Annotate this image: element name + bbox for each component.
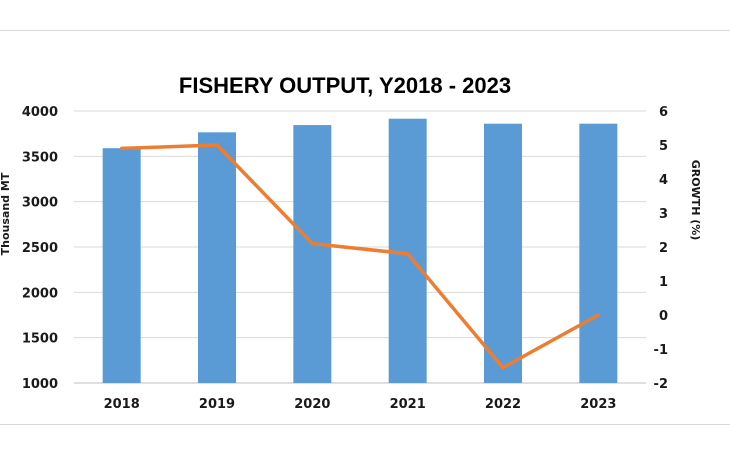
x-axis-ticks: 2018 2019 2020 2021 2022 2023	[104, 397, 617, 412]
right-tick-label: 3	[659, 207, 668, 222]
x-tick-label: 2018	[104, 397, 140, 412]
left-tick-label: 2000	[22, 286, 58, 301]
left-axis-label: Thousand MT	[0, 172, 12, 255]
left-tick-label: 3500	[22, 150, 58, 165]
x-tick-label: 2022	[485, 397, 521, 412]
bar	[198, 132, 236, 383]
left-tick-label: 3000	[22, 196, 58, 211]
x-tick-label: 2019	[199, 397, 235, 412]
bar	[484, 123, 522, 384]
growth-line	[119, 143, 601, 370]
right-axis-label: GROWTH (%)	[689, 160, 702, 241]
right-tick-label: -2	[654, 377, 668, 392]
right-tick-label: 2	[659, 241, 668, 256]
right-tick-label: 6	[659, 105, 668, 120]
chart-title: FISHERY OUTPUT, Y2018 - 2023	[179, 73, 511, 98]
bar	[579, 123, 618, 384]
right-tick-label: 5	[659, 139, 668, 154]
x-tick-label: 2020	[294, 397, 330, 412]
right-tick-label: 1	[659, 275, 668, 290]
bar-series	[102, 118, 618, 384]
left-axis-ticks: 1000 1500 2000 2500 3000 3500 4000	[22, 105, 58, 392]
left-tick-label: 1000	[22, 377, 58, 392]
x-tick-label: 2023	[580, 397, 616, 412]
right-tick-label: -1	[654, 343, 668, 358]
growth-line-series	[119, 143, 601, 370]
right-tick-label: 4	[659, 173, 668, 188]
x-tick-label: 2021	[390, 397, 426, 412]
right-tick-label: 0	[659, 309, 668, 324]
bar	[293, 125, 332, 383]
bar	[102, 148, 141, 383]
left-tick-label: 4000	[22, 105, 58, 120]
left-tick-label: 2500	[22, 241, 58, 256]
chart-frame	[0, 30, 730, 425]
left-tick-label: 1500	[22, 332, 58, 347]
right-axis-ticks: -2 -1 0 1 2 3 4 5 6	[654, 105, 668, 392]
